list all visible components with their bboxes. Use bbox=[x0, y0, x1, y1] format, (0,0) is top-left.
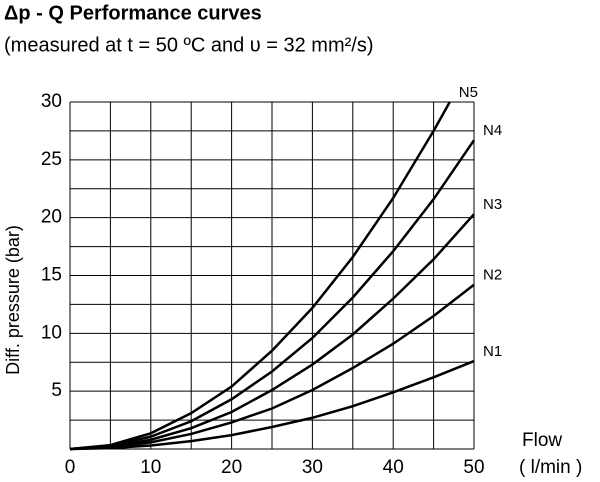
y-tick-label: 5 bbox=[51, 380, 62, 401]
curve-label: N1 bbox=[483, 343, 502, 360]
chart-subtitle: (measured at t = 50 ºC and υ = 32 mm²/s) bbox=[4, 34, 374, 56]
x-axis-unit: ( l/min ) bbox=[519, 457, 582, 478]
y-tick-label: 30 bbox=[41, 91, 62, 112]
x-tick-label: 50 bbox=[463, 457, 484, 478]
curve bbox=[69, 283, 475, 451]
curve bbox=[69, 139, 476, 451]
x-tick-label: 20 bbox=[221, 457, 242, 478]
curve bbox=[69, 359, 475, 451]
curve-label: N3 bbox=[483, 196, 502, 213]
curve bbox=[69, 213, 475, 451]
chart-title: Δp - Q Performance curves bbox=[4, 2, 262, 24]
x-tick-label: 10 bbox=[140, 457, 161, 478]
y-tick-label: 20 bbox=[41, 207, 62, 228]
y-tick-label: 10 bbox=[41, 322, 62, 343]
x-tick-label: 30 bbox=[302, 457, 323, 478]
y-tick-label: 15 bbox=[41, 265, 62, 286]
curve-label: N2 bbox=[483, 267, 502, 284]
x-axis-label: Flow bbox=[522, 430, 562, 451]
x-tick-label: 40 bbox=[383, 457, 404, 478]
curve-label: N4 bbox=[483, 122, 502, 139]
curve-label: N5 bbox=[459, 84, 478, 101]
y-tick-label: 25 bbox=[41, 149, 62, 170]
x-tick-label: 0 bbox=[65, 457, 76, 478]
y-axis-label: Diff. pressure (bar) bbox=[3, 225, 23, 375]
curve bbox=[69, 101, 451, 451]
